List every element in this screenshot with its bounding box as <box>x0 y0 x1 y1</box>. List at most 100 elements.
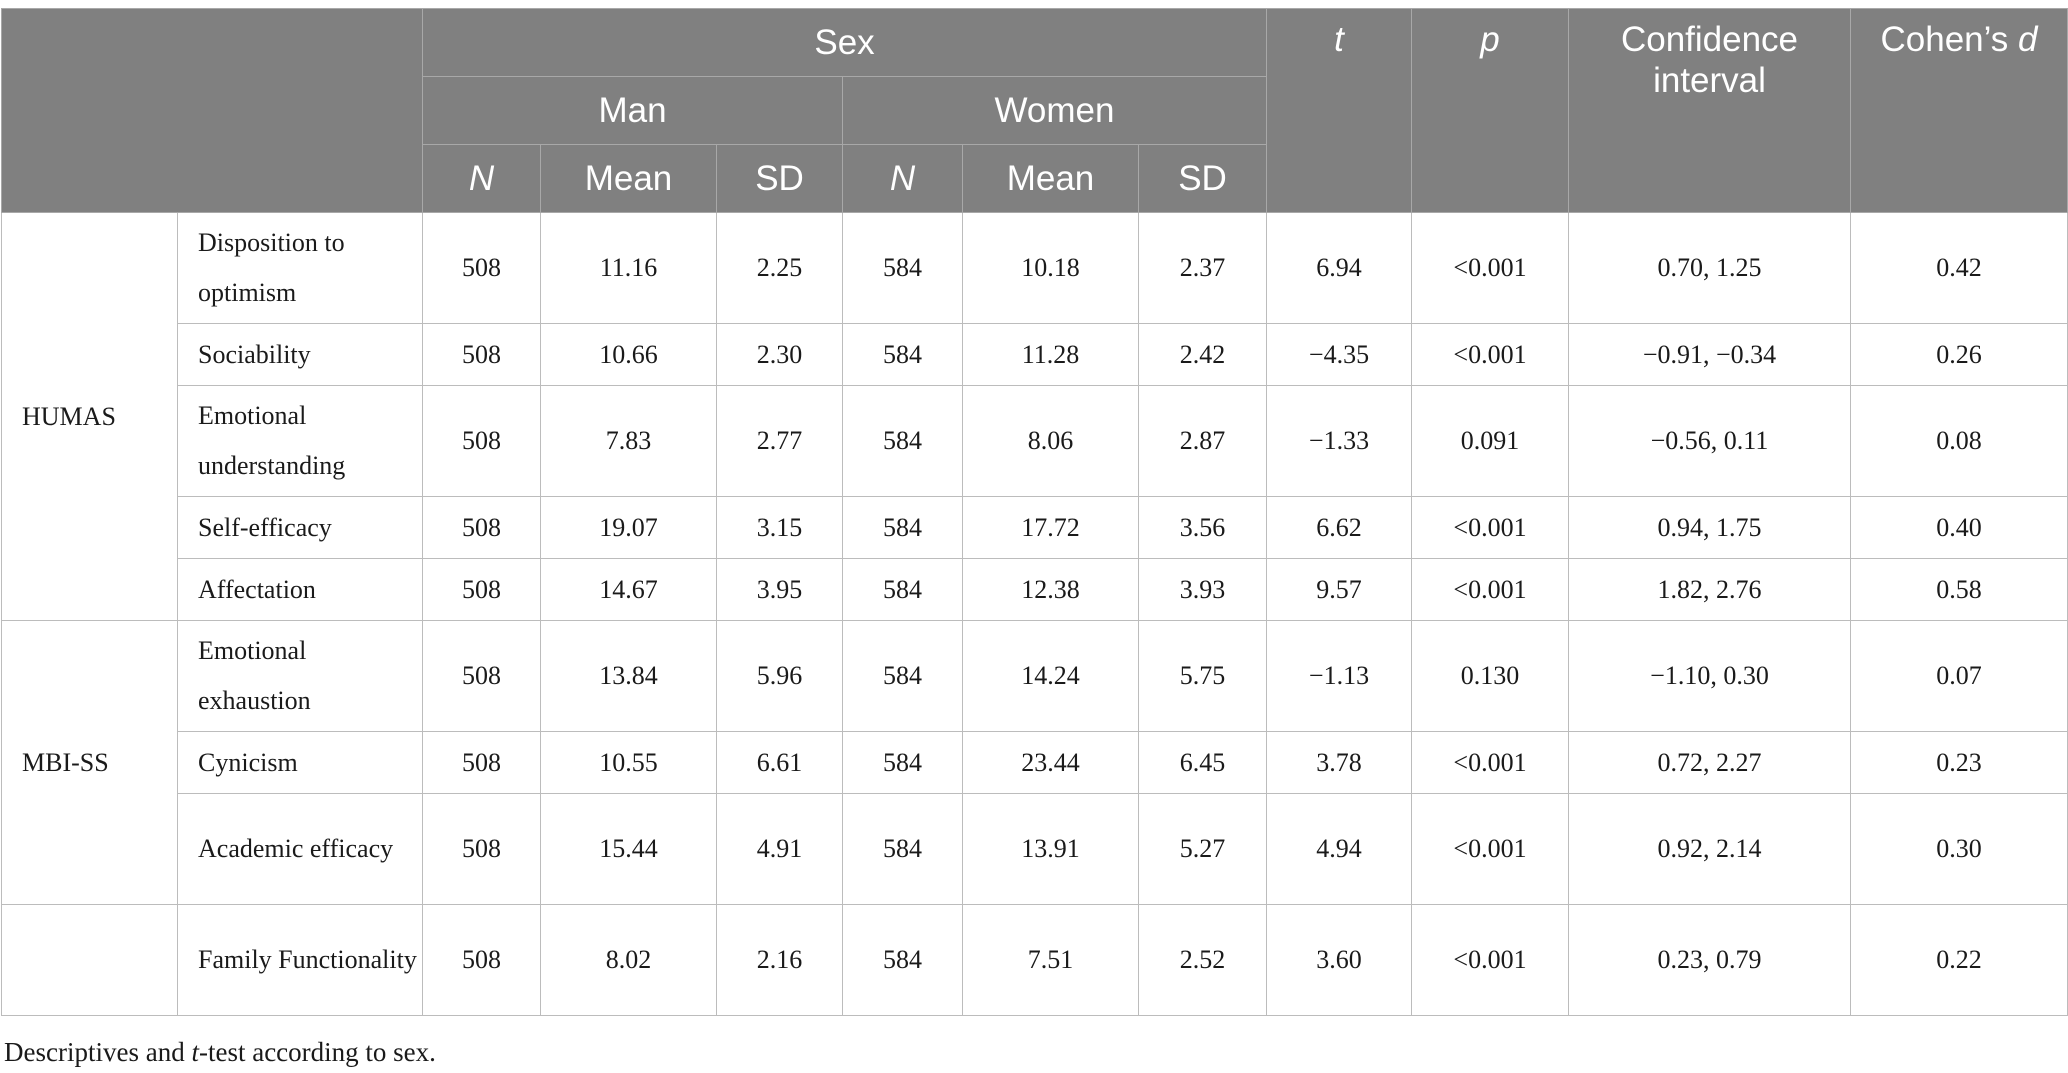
header-man: Man <box>422 76 843 145</box>
cell-man-n: 508 <box>422 620 541 732</box>
cell-man-mean: 8.02 <box>540 904 717 1016</box>
cell-man-mean: 7.83 <box>540 385 717 497</box>
cell-man-n: 508 <box>422 496 541 559</box>
cell-man-sd: 2.16 <box>716 904 843 1016</box>
header-man-sd: SD <box>716 144 843 213</box>
table-row: Emotional understanding 508 7.83 2.77 58… <box>2 385 2068 497</box>
row-label: Affectation <box>177 558 423 621</box>
cell-women-sd: 2.37 <box>1138 212 1267 324</box>
cell-p: <0.001 <box>1411 904 1569 1016</box>
cell-cohens-d: 0.30 <box>1850 793 2068 905</box>
cell-cohens-d: 0.42 <box>1850 212 2068 324</box>
row-label: Sociability <box>177 323 423 386</box>
group-label-humas: HUMAS <box>1 212 178 621</box>
cell-ci: 1.82, 2.76 <box>1568 558 1851 621</box>
cell-ci: −1.10, 0.30 <box>1568 620 1851 732</box>
cell-women-n: 584 <box>842 620 963 732</box>
cell-women-n: 584 <box>842 731 963 794</box>
cell-man-n: 508 <box>422 323 541 386</box>
cell-man-mean: 19.07 <box>540 496 717 559</box>
cell-t: 9.57 <box>1266 558 1412 621</box>
row-label: Disposition to optimism <box>177 212 423 324</box>
cell-man-n: 508 <box>422 385 541 497</box>
cell-cohens-d: 0.22 <box>1850 904 2068 1016</box>
header-confidence-interval: Confidence interval <box>1568 8 1851 213</box>
cell-man-sd: 5.96 <box>716 620 843 732</box>
cell-man-n: 508 <box>422 212 541 324</box>
table-body: HUMAS Disposition to optimism 508 11.16 … <box>1 212 2068 1016</box>
descriptives-table: Sex t p Confidence interval Cohen’s d Ma… <box>1 8 2068 1016</box>
cell-t: 4.94 <box>1266 793 1412 905</box>
cell-t: 3.78 <box>1266 731 1412 794</box>
cell-women-sd: 5.75 <box>1138 620 1267 732</box>
caption-t-symbol: t <box>191 1037 199 1067</box>
header-man-mean: Mean <box>540 144 717 213</box>
table-row: Sociability 508 10.66 2.30 584 11.28 2.4… <box>2 323 2068 386</box>
cell-women-sd: 5.27 <box>1138 793 1267 905</box>
cell-p: 0.130 <box>1411 620 1569 732</box>
table-header: Sex t p Confidence interval Cohen’s d Ma… <box>1 8 2068 213</box>
cell-women-n: 584 <box>842 385 963 497</box>
table-row: Family Functionality 508 8.02 2.16 584 7… <box>1 904 2068 1016</box>
cell-women-mean: 23.44 <box>962 731 1139 794</box>
cell-women-mean: 8.06 <box>962 385 1139 497</box>
cell-women-mean: 14.24 <box>962 620 1139 732</box>
cell-women-mean: 10.18 <box>962 212 1139 324</box>
caption-text-end: -test according to sex. <box>198 1037 436 1067</box>
cell-man-n: 508 <box>422 558 541 621</box>
cell-women-n: 584 <box>842 904 963 1016</box>
header-women-sd: SD <box>1138 144 1267 213</box>
row-label: Cynicism <box>177 731 423 794</box>
cell-man-mean: 11.16 <box>540 212 717 324</box>
cell-women-n: 584 <box>842 496 963 559</box>
cell-man-sd: 6.61 <box>716 731 843 794</box>
cell-cohens-d: 0.26 <box>1850 323 2068 386</box>
table-row: MBI-SS Emotional exhaustion 508 13.84 5.… <box>1 620 2068 905</box>
cell-ci: 0.72, 2.27 <box>1568 731 1851 794</box>
cell-women-sd: 3.93 <box>1138 558 1267 621</box>
cell-women-n: 584 <box>842 558 963 621</box>
cell-man-mean: 14.67 <box>540 558 717 621</box>
cell-women-sd: 2.42 <box>1138 323 1267 386</box>
cell-women-sd: 3.56 <box>1138 496 1267 559</box>
cell-ci: 0.23, 0.79 <box>1568 904 1851 1016</box>
cell-p: 0.091 <box>1411 385 1569 497</box>
cell-women-mean: 7.51 <box>962 904 1139 1016</box>
cell-women-sd: 2.52 <box>1138 904 1267 1016</box>
cell-cohens-d: 0.40 <box>1850 496 2068 559</box>
cell-man-mean: 10.66 <box>540 323 717 386</box>
cell-p: <0.001 <box>1411 323 1569 386</box>
cell-ci: −0.56, 0.11 <box>1568 385 1851 497</box>
cell-t: −1.13 <box>1266 620 1412 732</box>
cell-man-n: 508 <box>422 793 541 905</box>
table-row: Self-efficacy 508 19.07 3.15 584 17.72 3… <box>2 496 2068 559</box>
row-label: Family Functionality <box>177 904 423 1016</box>
header-blank <box>1 8 423 213</box>
header-cohens-d-symbol: d <box>2018 20 2038 59</box>
cell-women-n: 584 <box>842 793 963 905</box>
table-row: Affectation 508 14.67 3.95 584 12.38 3.9… <box>2 558 2068 621</box>
cell-p: <0.001 <box>1411 731 1569 794</box>
header-women: Women <box>842 76 1267 145</box>
cell-t: 3.60 <box>1266 904 1412 1016</box>
cell-cohens-d: 0.07 <box>1850 620 2068 732</box>
table-row: Academic efficacy 508 15.44 4.91 584 13.… <box>2 793 2068 905</box>
cell-ci: 0.92, 2.14 <box>1568 793 1851 905</box>
cell-man-sd: 3.95 <box>716 558 843 621</box>
header-cohens-label: Cohen’s <box>1880 20 2019 59</box>
header-women-n: N <box>842 144 963 213</box>
cell-t: −4.35 <box>1266 323 1412 386</box>
cell-women-n: 584 <box>842 323 963 386</box>
cell-man-sd: 2.77 <box>716 385 843 497</box>
header-p: p <box>1411 8 1569 213</box>
row-label: Self-efficacy <box>177 496 423 559</box>
cell-cohens-d: 0.23 <box>1850 731 2068 794</box>
cell-women-mean: 17.72 <box>962 496 1139 559</box>
cell-cohens-d: 0.08 <box>1850 385 2068 497</box>
table-row: Cynicism 508 10.55 6.61 584 23.44 6.45 3… <box>2 731 2068 794</box>
cell-man-mean: 15.44 <box>540 793 717 905</box>
cell-p: <0.001 <box>1411 793 1569 905</box>
cell-man-mean: 13.84 <box>540 620 717 732</box>
header-cohens-d: Cohen’s d <box>1850 8 2068 213</box>
cell-women-mean: 12.38 <box>962 558 1139 621</box>
